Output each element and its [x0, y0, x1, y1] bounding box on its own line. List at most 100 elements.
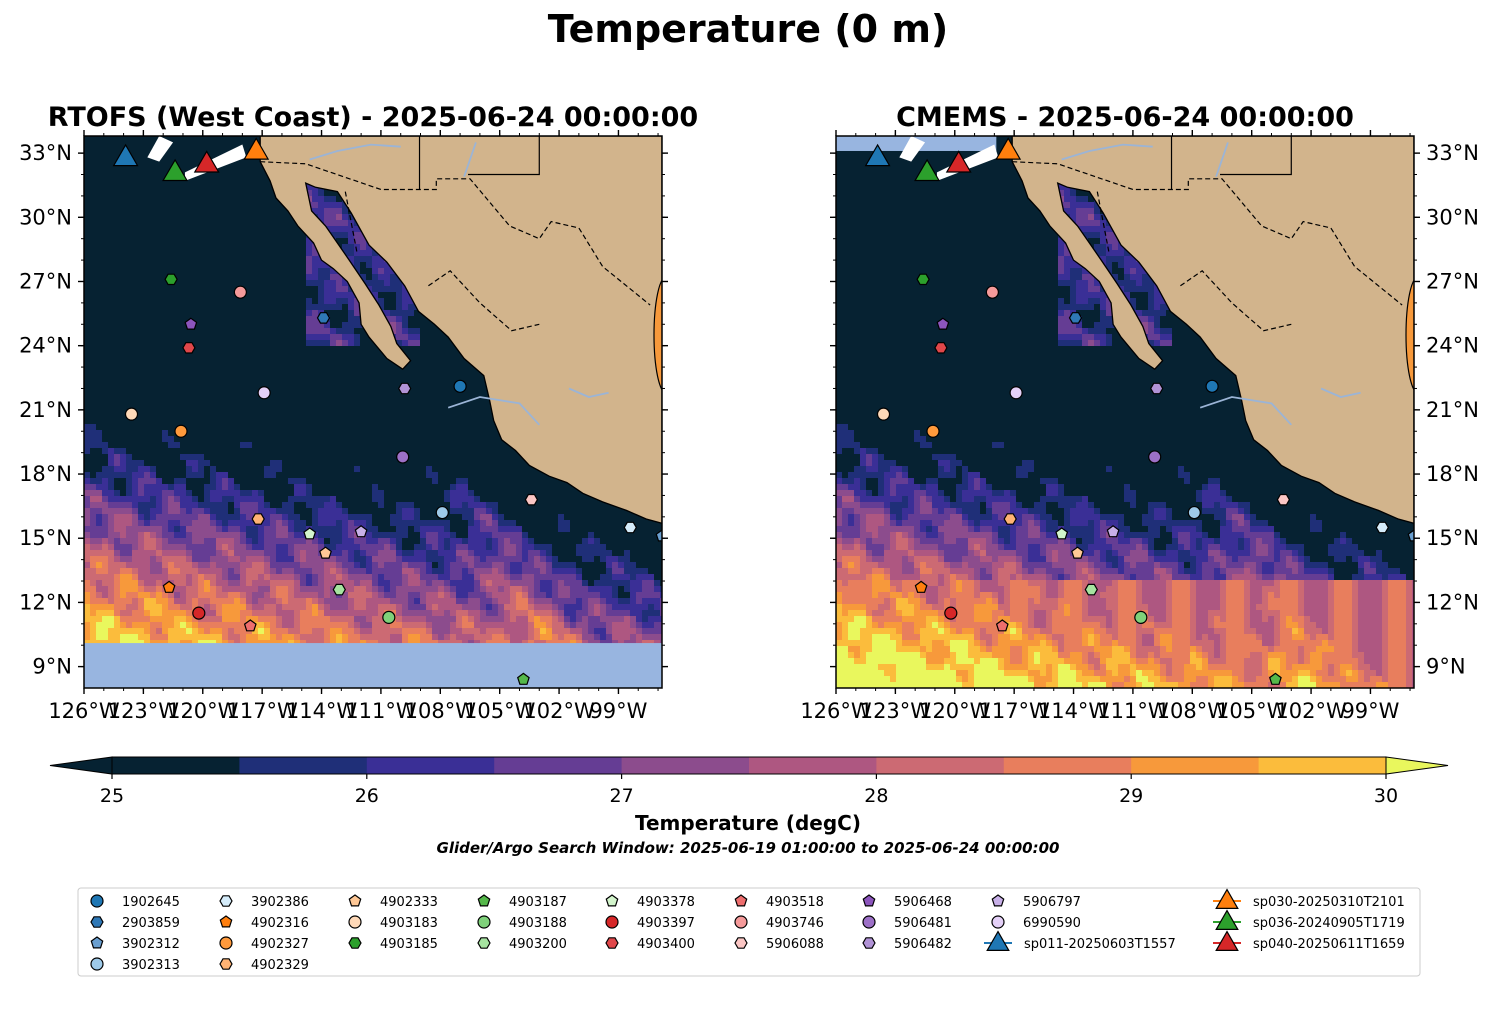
- state-border: [1180, 270, 1292, 332]
- river: [1320, 387, 1361, 398]
- float-marker-5906088: [524, 493, 539, 506]
- float-marker-5906481: [1148, 450, 1162, 464]
- lon-tick-label: 108°W: [1157, 699, 1229, 723]
- legend-marker-5906797: [991, 894, 1005, 907]
- float-marker-4903187: [1268, 672, 1282, 685]
- lon-tick-label: 123°W: [860, 699, 932, 723]
- float-marker-5906797: [1106, 525, 1120, 538]
- float-marker-4903378: [1055, 527, 1069, 540]
- legend-marker-4903200: [477, 937, 491, 949]
- float-marker-4903397: [944, 606, 958, 620]
- colorbar-segment: [1258, 757, 1387, 774]
- legend-marker-sp011-20250603T1557: [986, 930, 1010, 952]
- legend-label: sp040-20250611T1659: [1253, 937, 1405, 952]
- float-marker-3902386: [1375, 521, 1389, 534]
- colorbar-tick-label: 30: [1374, 785, 1398, 807]
- lon-tick-label: 99°W: [589, 699, 647, 723]
- legend-marker-sp040-20250611T1659: [1215, 930, 1239, 952]
- legend-label: 5906481: [894, 916, 952, 931]
- river: [1061, 143, 1153, 161]
- colorbar-label: Temperature (degC): [635, 811, 861, 835]
- state-border: [428, 270, 540, 332]
- float-marker-1902645: [453, 379, 467, 393]
- float-marker-4903187: [516, 672, 530, 685]
- colorbar-segment: [621, 757, 750, 774]
- float-marker-4903378: [303, 527, 317, 540]
- legend-marker-sp030-20250310T2101: [1215, 888, 1239, 910]
- colorbar-tick-label: 28: [864, 785, 888, 807]
- temperature-colorbar: 25 26 27 28 29 30: [49, 756, 1449, 807]
- legend-label: 4902333: [380, 895, 438, 910]
- legend-label: 4903187: [509, 895, 567, 910]
- glider-marker-sp030-20250310T2101: [995, 137, 1022, 160]
- glider-marker-sp036-20240905T1719: [162, 158, 189, 182]
- river: [463, 142, 477, 177]
- legend-label: 4903200: [509, 937, 567, 952]
- float-marker-3902386: [623, 521, 637, 534]
- lon-tick-label: 117°W: [226, 699, 298, 723]
- legend-label: 3902313: [122, 958, 180, 973]
- legend-label: 4902327: [251, 937, 309, 952]
- float-marker-5906797: [354, 525, 368, 538]
- lat-tick-label: 30°N: [1426, 205, 1479, 229]
- float-marker-4903188: [382, 610, 396, 624]
- legend-label: 3902312: [122, 937, 180, 952]
- legend-marker-6990590: [991, 915, 1005, 929]
- legend-label: 4903400: [637, 937, 695, 952]
- legend-marker-4903183: [348, 915, 362, 929]
- state-border: [344, 191, 358, 254]
- legend-marker-4902316: [219, 915, 233, 928]
- legend-marker-1902645: [90, 894, 104, 908]
- lon-tick-label: 120°W: [167, 699, 239, 723]
- state-border: [1096, 191, 1110, 254]
- lat-tick-label: 12°N: [1426, 590, 1479, 614]
- no-data-band: [84, 643, 662, 688]
- legend-marker-4903400: [605, 937, 619, 949]
- legend-label: 6990590: [1023, 916, 1081, 931]
- float-marker-4903183: [876, 407, 891, 421]
- lon-tick-label: 105°W: [1216, 699, 1288, 723]
- colorbar-segment: [876, 757, 1005, 774]
- float-marker-4902329: [251, 513, 265, 525]
- float-marker-4902333: [319, 546, 332, 559]
- colorbar-tick-label: 25: [100, 785, 124, 807]
- colorbar-segment: [749, 757, 877, 774]
- river: [1199, 396, 1292, 426]
- float-marker-4902329: [1003, 513, 1017, 525]
- float-marker-1902645: [1205, 379, 1219, 393]
- float-marker-4903183: [124, 407, 139, 421]
- legend-marker-4903378: [605, 894, 619, 907]
- legend-label: 1902645: [122, 895, 180, 910]
- float-marker-5906481: [396, 450, 410, 464]
- lon-tick-label: 117°W: [978, 699, 1050, 723]
- colorbar-segment: [1003, 757, 1132, 774]
- glider-marker-sp030-20250310T2101: [243, 137, 270, 160]
- river: [447, 396, 540, 426]
- float-marker-2903859: [1068, 312, 1083, 324]
- river: [568, 387, 609, 398]
- legend-label: sp036-20240905T1719: [1253, 916, 1405, 931]
- colorbar-under-arrow: [49, 756, 113, 775]
- float-marker-4903518: [995, 619, 1009, 632]
- float-marker-4903200: [332, 583, 346, 596]
- legend-label: 4903378: [637, 895, 695, 910]
- legend-marker-2903859: [90, 916, 104, 928]
- legend-marker-sp036-20240905T1719: [1215, 909, 1239, 931]
- float-marker-5906482: [1150, 382, 1164, 395]
- lon-tick-label: 105°W: [464, 699, 536, 723]
- legend-label: sp030-20250310T2101: [1253, 895, 1405, 910]
- glider-marker-sp040-20250611T1659: [945, 150, 972, 173]
- float-marker-5906088: [1276, 493, 1291, 506]
- float-marker-2903859: [316, 312, 331, 324]
- float-marker-4902327: [926, 424, 940, 438]
- float-marker-4903397: [192, 606, 206, 620]
- legend-marker-4903188: [477, 915, 491, 929]
- colorbar-tick-label: 27: [610, 785, 634, 807]
- figure-title: Temperature (0 m): [548, 7, 949, 51]
- legend-label: 5906088: [766, 937, 824, 952]
- legend-marker-4903185: [348, 937, 362, 949]
- colorbar-segment: [239, 757, 368, 774]
- lon-tick-label: 102°W: [1275, 699, 1347, 723]
- legend-label: 4903397: [637, 916, 695, 931]
- float-marker-6990590: [257, 386, 271, 400]
